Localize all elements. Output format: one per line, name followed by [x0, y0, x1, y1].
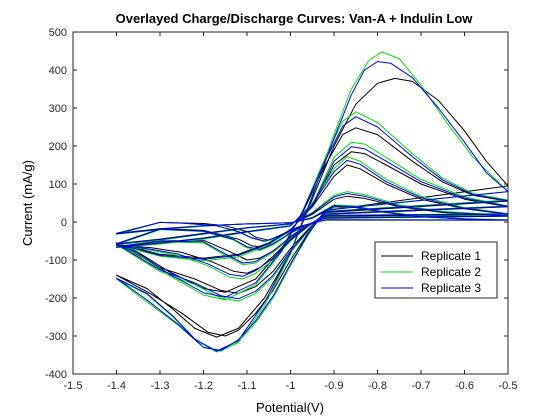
y-tick-label: 200 — [49, 141, 67, 153]
x-tick-label: -1 — [286, 380, 296, 392]
y-tick-label: -100 — [45, 255, 67, 267]
x-tick-label: -0.7 — [412, 380, 431, 392]
y-tick-label: 500 — [49, 27, 67, 39]
x-tick-label: -0.5 — [499, 380, 518, 392]
plot-background — [73, 32, 508, 374]
y-tick-label: 300 — [49, 103, 67, 115]
x-axis: -1.5 -1.4 -1.3 -1.2 -1.1 -1 -0.9 -0.8 -0.7 -0.6 -0… — [64, 32, 518, 392]
y-axis-label: Current (mA/g) — [20, 160, 35, 246]
chart-title: Overlayed Charge/Discharge Curves: Van-A… — [116, 11, 474, 26]
series-3-cycle-6-line — [116, 61, 509, 352]
x-tick-label: -1.4 — [107, 380, 126, 392]
y-tick-label: 0 — [61, 217, 67, 229]
legend-box — [374, 241, 498, 299]
plot-area — [72, 31, 509, 375]
series-2-cycle-4-line — [116, 141, 509, 280]
legend-label: Replicate 1 — [421, 249, 481, 263]
series-1-cycle-5-line — [116, 127, 509, 294]
x-tick-label: -0.8 — [368, 380, 387, 392]
series-3 — [116, 61, 509, 352]
series-3-cycle-4-line — [116, 146, 509, 277]
y-tick-label: -400 — [45, 369, 67, 381]
x-tick-label: -1.3 — [151, 380, 170, 392]
x-tick-label: -1.5 — [64, 380, 83, 392]
x-axis-label: Potential(V) — [256, 400, 324, 415]
y-tick-label: -300 — [45, 331, 67, 343]
series-3-cycle-2-line — [116, 193, 509, 250]
legend: Replicate 1 Replicate 2 Replicate 3 — [374, 241, 498, 299]
y-tick-label: -200 — [45, 293, 67, 305]
series-2-cycle-3-line — [116, 156, 509, 266]
y-axis: -400 -300 -200 -100 0 100 200 300 400 500 — [45, 27, 508, 381]
series-3-cycle-3-line — [116, 159, 509, 264]
series-2-cycle-2-line — [116, 191, 509, 251]
x-tick-label: -1.1 — [238, 380, 257, 392]
series-3-cycle-5-line — [116, 116, 509, 300]
series-layer — [116, 51, 509, 353]
y-tick-label: 100 — [49, 179, 67, 191]
y-tick-label: 400 — [49, 65, 67, 77]
legend-label: Replicate 2 — [421, 265, 481, 279]
series-2-cycle-6-line — [116, 51, 509, 353]
x-tick-label: -1.2 — [194, 380, 213, 392]
legend-label: Replicate 3 — [421, 281, 481, 295]
x-tick-label: -0.9 — [325, 380, 344, 392]
series-2-cycle-5-line — [116, 111, 509, 302]
x-tick-label: -0.6 — [455, 380, 474, 392]
